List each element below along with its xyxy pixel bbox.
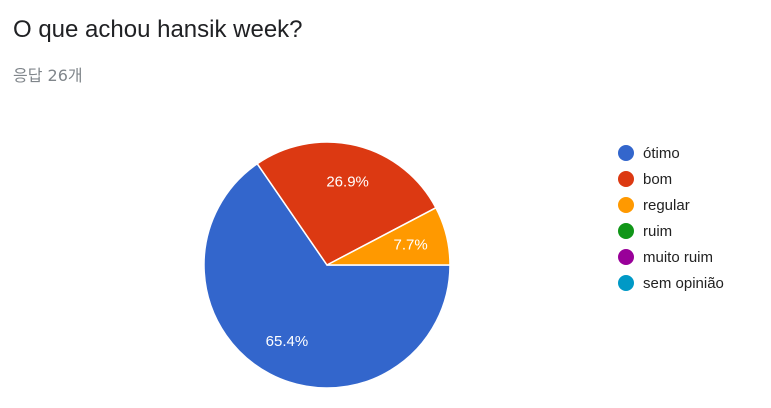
legend-label: sem opinião — [643, 274, 724, 292]
data-label: 7.7% — [393, 236, 427, 253]
legend-swatch — [618, 249, 634, 265]
legend-item[interactable]: ótimo — [618, 140, 724, 166]
legend-label: muito ruim — [643, 248, 714, 266]
legend: ótimo bom regular ruim muito ruim sem opinião — [618, 140, 724, 296]
legend-swatch — [618, 145, 634, 161]
legend-item[interactable]: muito ruim — [618, 244, 724, 270]
legend-item[interactable]: bom — [618, 166, 724, 192]
legend-swatch — [618, 223, 634, 239]
legend-label: ruim — [643, 222, 673, 240]
legend-swatch — [618, 275, 634, 291]
pie-slice-2[interactable] — [326, 206, 451, 266]
legend-item[interactable]: sem opinião — [618, 270, 724, 296]
pie-slice-1[interactable] — [256, 141, 437, 266]
legend-item[interactable]: regular — [618, 192, 724, 218]
legend-swatch — [618, 171, 634, 187]
legend-item[interactable]: ruim — [618, 218, 724, 244]
legend-label: ótimo — [643, 144, 680, 162]
data-label: 65.4% — [266, 333, 309, 350]
response-count: 응답 26개 — [13, 66, 83, 85]
legend-swatch — [618, 197, 634, 213]
pie-slice-0[interactable] — [203, 162, 451, 389]
data-label: 26.9% — [326, 173, 369, 190]
legend-label: regular — [643, 196, 690, 214]
question-title: O que achou hansik week? — [13, 16, 303, 43]
legend-label: bom — [643, 170, 673, 188]
